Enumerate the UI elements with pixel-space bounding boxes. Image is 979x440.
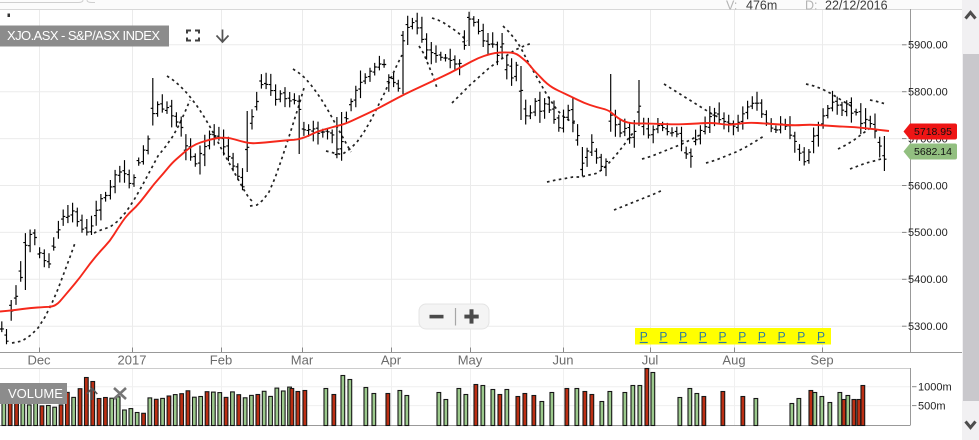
svg-text:Jul: Jul xyxy=(642,353,659,368)
svg-text:XJO.ASX - S&P/ASX INDEX: XJO.ASX - S&P/ASX INDEX xyxy=(7,28,160,43)
svg-text:P: P xyxy=(817,330,825,344)
svg-text:P: P xyxy=(679,330,687,344)
svg-text:5400.00: 5400.00 xyxy=(908,274,948,286)
svg-text:500m: 500m xyxy=(918,400,946,412)
svg-text:P: P xyxy=(758,330,766,344)
svg-text:P: P xyxy=(797,330,805,344)
svg-text:Apr: Apr xyxy=(381,353,402,368)
svg-text:P: P xyxy=(640,330,648,344)
svg-text:P: P xyxy=(738,330,746,344)
svg-text:1000m: 1000m xyxy=(918,382,952,394)
svg-text:P: P xyxy=(699,330,707,344)
svg-text:5682.14: 5682.14 xyxy=(914,146,952,158)
svg-text:476m: 476m xyxy=(746,0,777,13)
svg-text:Dec: Dec xyxy=(27,353,51,368)
svg-text:P: P xyxy=(718,330,726,344)
svg-text:5718.95: 5718.95 xyxy=(914,126,952,138)
svg-text:2017: 2017 xyxy=(118,353,147,368)
svg-text:P: P xyxy=(659,330,667,344)
svg-text:22/12/2016: 22/12/2016 xyxy=(825,0,888,13)
svg-text:5800.00: 5800.00 xyxy=(908,87,948,99)
svg-text:5300.00: 5300.00 xyxy=(908,321,948,333)
svg-text:Sep: Sep xyxy=(810,353,833,368)
svg-text:Jun: Jun xyxy=(553,353,574,368)
svg-text:P: P xyxy=(778,330,786,344)
svg-text:VOLUME: VOLUME xyxy=(8,386,63,401)
svg-text:May: May xyxy=(458,353,483,368)
svg-text:Mar: Mar xyxy=(291,353,314,368)
svg-text:D:: D: xyxy=(805,0,818,13)
svg-text:5500.00: 5500.00 xyxy=(908,227,948,239)
svg-text:5900.00: 5900.00 xyxy=(908,40,948,52)
svg-text:Aug: Aug xyxy=(722,353,745,368)
svg-text:Feb: Feb xyxy=(210,353,232,368)
svg-text:V:: V: xyxy=(726,0,737,13)
svg-text:5600.00: 5600.00 xyxy=(908,180,948,192)
